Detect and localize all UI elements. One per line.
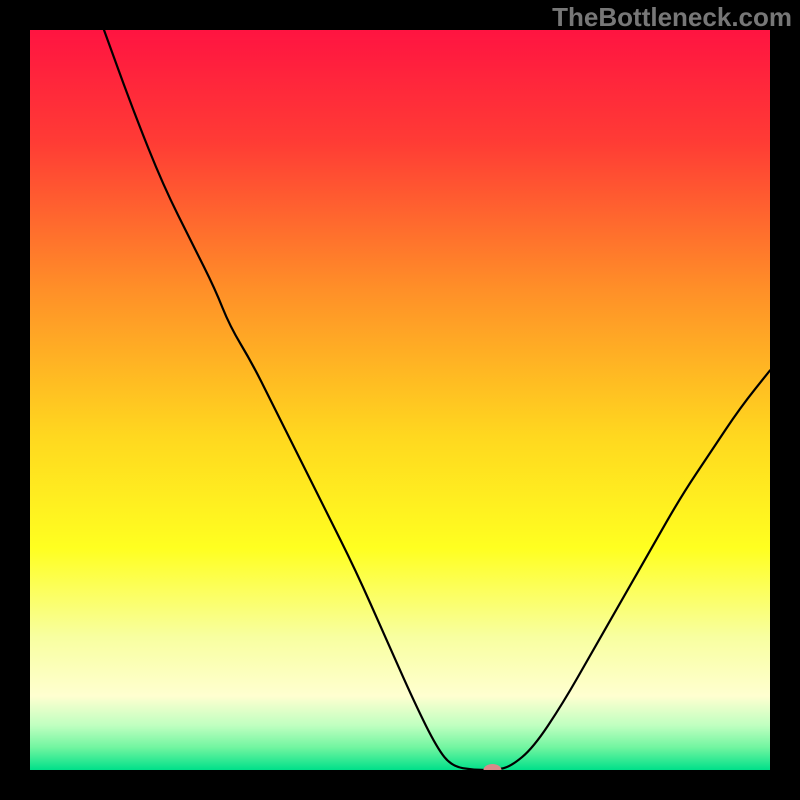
gradient-background (30, 30, 770, 770)
watermark-text: TheBottleneck.com (552, 2, 792, 33)
chart-frame: TheBottleneck.com (0, 0, 800, 800)
bottleneck-chart (30, 30, 770, 770)
